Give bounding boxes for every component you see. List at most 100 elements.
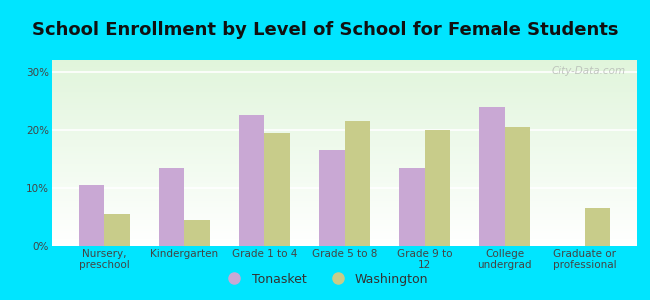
Bar [52, 244, 637, 246]
Bar [52, 157, 637, 159]
Bar [52, 201, 637, 203]
Bar [52, 140, 637, 142]
Bar [52, 240, 637, 242]
Bar [52, 66, 637, 68]
Bar [52, 86, 637, 88]
Bar [52, 73, 637, 75]
Bar [52, 173, 637, 175]
Bar [52, 226, 637, 227]
Bar [52, 134, 637, 136]
Bar [52, 90, 637, 92]
Bar [52, 105, 637, 106]
Bar [52, 155, 637, 157]
Bar [52, 183, 637, 184]
Bar [52, 118, 637, 119]
Bar [52, 79, 637, 80]
Bar [52, 242, 637, 244]
Bar [52, 200, 637, 201]
Bar [319, 150, 344, 246]
Bar [52, 218, 637, 220]
Bar [52, 231, 637, 233]
Bar [52, 216, 637, 218]
Legend: Tonasket, Washington: Tonasket, Washington [216, 268, 434, 291]
Bar [52, 162, 637, 164]
Bar [52, 68, 637, 69]
Bar [52, 187, 637, 188]
Bar [52, 209, 637, 211]
Bar [52, 179, 637, 181]
Bar [52, 235, 637, 237]
Bar [52, 144, 637, 146]
Bar [79, 185, 104, 246]
Bar [52, 77, 637, 79]
Bar [239, 115, 265, 246]
Bar [52, 170, 637, 172]
Bar [52, 60, 637, 62]
Bar [52, 92, 637, 94]
Bar [52, 153, 637, 155]
Bar [52, 188, 637, 190]
Bar [52, 194, 637, 196]
Bar [585, 208, 610, 246]
Bar [52, 95, 637, 97]
Bar [52, 233, 637, 235]
Bar [52, 62, 637, 64]
Bar [52, 229, 637, 231]
Bar [52, 82, 637, 84]
Bar [52, 177, 637, 179]
Text: School Enrollment by Level of School for Female Students: School Enrollment by Level of School for… [32, 21, 618, 39]
Bar [52, 136, 637, 138]
Bar [52, 101, 637, 103]
Bar [52, 237, 637, 239]
Bar [52, 112, 637, 114]
Bar [52, 198, 637, 200]
Bar [52, 88, 637, 90]
Text: City-Data.com: City-Data.com [551, 66, 625, 76]
Bar [52, 94, 637, 95]
Bar [52, 175, 637, 177]
Bar [52, 103, 637, 105]
Bar [52, 138, 637, 140]
Bar [52, 238, 637, 240]
Bar [52, 212, 637, 214]
Bar [52, 181, 637, 183]
Bar [52, 172, 637, 173]
Bar [52, 125, 637, 127]
Bar [52, 151, 637, 153]
Bar [52, 114, 637, 116]
Bar [52, 69, 637, 71]
Bar [52, 123, 637, 125]
Bar [52, 116, 637, 118]
Bar [52, 71, 637, 73]
Bar [52, 192, 637, 194]
Bar [52, 196, 637, 198]
Bar [52, 122, 637, 123]
Bar [52, 227, 637, 229]
Bar [185, 220, 210, 246]
Bar [52, 222, 637, 224]
Bar [504, 127, 530, 246]
Bar [479, 106, 504, 246]
Bar [52, 84, 637, 86]
Bar [52, 190, 637, 192]
Bar [52, 131, 637, 133]
Bar [52, 133, 637, 134]
Bar [52, 160, 637, 162]
Bar [424, 130, 450, 246]
Bar [52, 64, 637, 66]
Bar [52, 129, 637, 131]
Bar [52, 211, 637, 212]
Bar [52, 110, 637, 112]
Bar [52, 164, 637, 166]
Bar [52, 147, 637, 149]
Bar [399, 167, 424, 246]
Bar [265, 133, 290, 246]
Bar [52, 142, 637, 144]
Bar [52, 184, 637, 187]
Bar [52, 166, 637, 168]
Bar [52, 127, 637, 129]
Bar [52, 119, 637, 122]
Bar [52, 205, 637, 207]
Bar [52, 220, 637, 222]
Bar [52, 159, 637, 161]
